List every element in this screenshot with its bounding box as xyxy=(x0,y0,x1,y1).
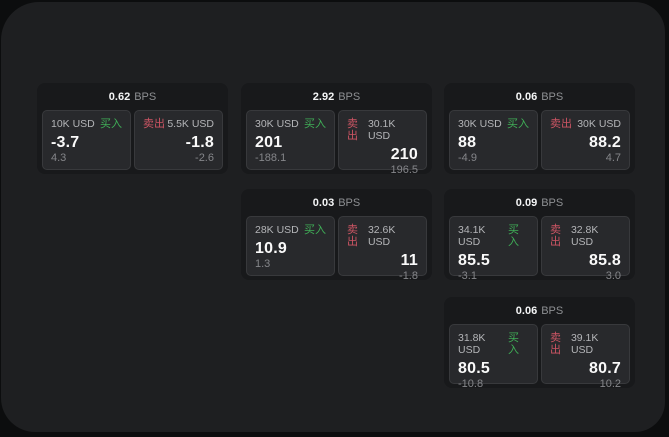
sell-tag: 卖出 xyxy=(347,118,358,142)
sell-amount: 32.8K USD xyxy=(570,224,599,248)
buy-price: 80.5 xyxy=(458,360,490,377)
bps-unit-label: BPS xyxy=(338,90,361,103)
buy-price: 201 xyxy=(255,134,283,151)
buy-price: -3.7 xyxy=(51,134,80,151)
buy-price: 10.9 xyxy=(255,240,287,257)
buy-delta: -4.9 xyxy=(458,152,477,164)
buy-amount: 30K USD xyxy=(458,118,502,130)
bps-header: 0.06 BPS xyxy=(444,83,635,110)
buy-delta: 1.3 xyxy=(255,258,271,270)
bps-card: 0.06 BPS 31.8K USD 买入 80.5 -10.8 卖出 39.1… xyxy=(444,297,635,390)
sell-amount: 30K USD xyxy=(577,118,621,130)
sell-panel[interactable]: 卖出 5.5K USD -1.8 -2.6 xyxy=(134,110,223,170)
bps-value: 2.92 xyxy=(312,90,335,103)
sell-amount: 5.5K USD xyxy=(167,118,214,130)
buy-tag: 买入 xyxy=(304,224,326,236)
sell-tag: 卖出 xyxy=(550,118,572,130)
sell-price: 11 xyxy=(400,252,418,269)
bps-value: 0.06 xyxy=(515,304,538,317)
bps-value: 0.09 xyxy=(515,196,538,209)
sell-delta: 3.0 xyxy=(605,270,621,282)
buy-panel[interactable]: 28K USD 买入 10.9 1.3 xyxy=(246,216,335,276)
sell-delta: -1.8 xyxy=(399,270,418,282)
bps-value: 0.62 xyxy=(108,90,131,103)
buy-delta: 4.3 xyxy=(51,152,67,164)
buy-amount: 34.1K USD xyxy=(458,224,486,248)
bps-card: 0.62 BPS 10K USD 买入 -3.7 4.3 卖出 5.5K USD xyxy=(37,83,228,174)
buy-delta: -188.1 xyxy=(255,152,287,164)
bps-header: 2.92 BPS xyxy=(241,83,432,110)
sell-tag: 卖出 xyxy=(347,224,358,248)
sell-panel[interactable]: 卖出 32.6K USD 11 -1.8 xyxy=(338,216,427,282)
sell-price: 88.2 xyxy=(589,134,621,151)
sell-tag: 卖出 xyxy=(550,332,561,356)
trading-panel: 0.62 BPS 10K USD 买入 -3.7 4.3 卖出 5.5K USD xyxy=(1,2,665,432)
sell-delta: 196.5 xyxy=(390,164,418,176)
sell-amount: 32.6K USD xyxy=(367,224,396,248)
bps-value: 0.03 xyxy=(312,196,335,209)
buy-tag: 买入 xyxy=(508,332,520,356)
bps-unit-label: BPS xyxy=(134,90,157,103)
bps-card: 2.92 BPS 30K USD 买入 201 -188.1 卖出 30.1K … xyxy=(241,83,432,176)
bps-card: 0.06 BPS 30K USD 买入 88 -4.9 卖出 30K USD xyxy=(444,83,635,174)
bps-header: 0.06 BPS xyxy=(444,297,635,324)
sell-delta: 4.7 xyxy=(605,152,621,164)
buy-panel[interactable]: 30K USD 买入 201 -188.1 xyxy=(246,110,335,170)
bps-card: 0.03 BPS 28K USD 买入 10.9 1.3 卖出 32.6K US… xyxy=(241,189,432,282)
bps-header: 0.09 BPS xyxy=(444,189,635,216)
buy-amount: 10K USD xyxy=(51,118,95,130)
sell-tag: 卖出 xyxy=(550,224,561,248)
sell-delta: 10.2 xyxy=(599,378,621,390)
buy-tag: 买入 xyxy=(508,224,520,248)
buy-panel[interactable]: 10K USD 买入 -3.7 4.3 xyxy=(42,110,131,170)
bps-unit-label: BPS xyxy=(541,304,564,317)
bps-value: 0.06 xyxy=(515,90,538,103)
sell-price: 85.8 xyxy=(589,252,621,269)
bps-unit-label: BPS xyxy=(541,196,564,209)
buy-panel[interactable]: 34.1K USD 买入 85.5 -3.1 xyxy=(449,216,538,282)
sell-panel[interactable]: 卖出 39.1K USD 80.7 10.2 xyxy=(541,324,630,390)
buy-panel[interactable]: 30K USD 买入 88 -4.9 xyxy=(449,110,538,170)
buy-amount: 30K USD xyxy=(255,118,299,130)
bps-unit-label: BPS xyxy=(338,196,361,209)
buy-tag: 买入 xyxy=(100,118,122,130)
sell-panel[interactable]: 卖出 30.1K USD 210 196.5 xyxy=(338,110,427,176)
buy-price: 88 xyxy=(458,134,477,151)
buy-tag: 买入 xyxy=(507,118,529,130)
sell-price: -1.8 xyxy=(185,134,214,151)
buy-tag: 买入 xyxy=(304,118,326,130)
sell-panel[interactable]: 卖出 32.8K USD 85.8 3.0 xyxy=(541,216,630,282)
buy-delta: -10.8 xyxy=(458,378,484,390)
sell-panel[interactable]: 卖出 30K USD 88.2 4.7 xyxy=(541,110,630,170)
buy-delta: -3.1 xyxy=(458,270,477,282)
sell-price: 210 xyxy=(390,146,418,163)
buy-amount: 28K USD xyxy=(255,224,299,236)
sell-delta: -2.6 xyxy=(195,152,214,164)
buy-panel[interactable]: 31.8K USD 买入 80.5 -10.8 xyxy=(449,324,538,390)
sell-price: 80.7 xyxy=(589,360,621,377)
bps-header: 0.62 BPS xyxy=(37,83,228,110)
sell-amount: 30.1K USD xyxy=(367,118,396,142)
bps-unit-label: BPS xyxy=(541,90,564,103)
sell-tag: 卖出 xyxy=(143,118,165,130)
buy-price: 85.5 xyxy=(458,252,490,269)
sell-amount: 39.1K USD xyxy=(570,332,599,356)
bps-header: 0.03 BPS xyxy=(241,189,432,216)
bps-card: 0.09 BPS 34.1K USD 买入 85.5 -3.1 卖出 32.8K… xyxy=(444,189,635,282)
buy-amount: 31.8K USD xyxy=(458,332,486,356)
